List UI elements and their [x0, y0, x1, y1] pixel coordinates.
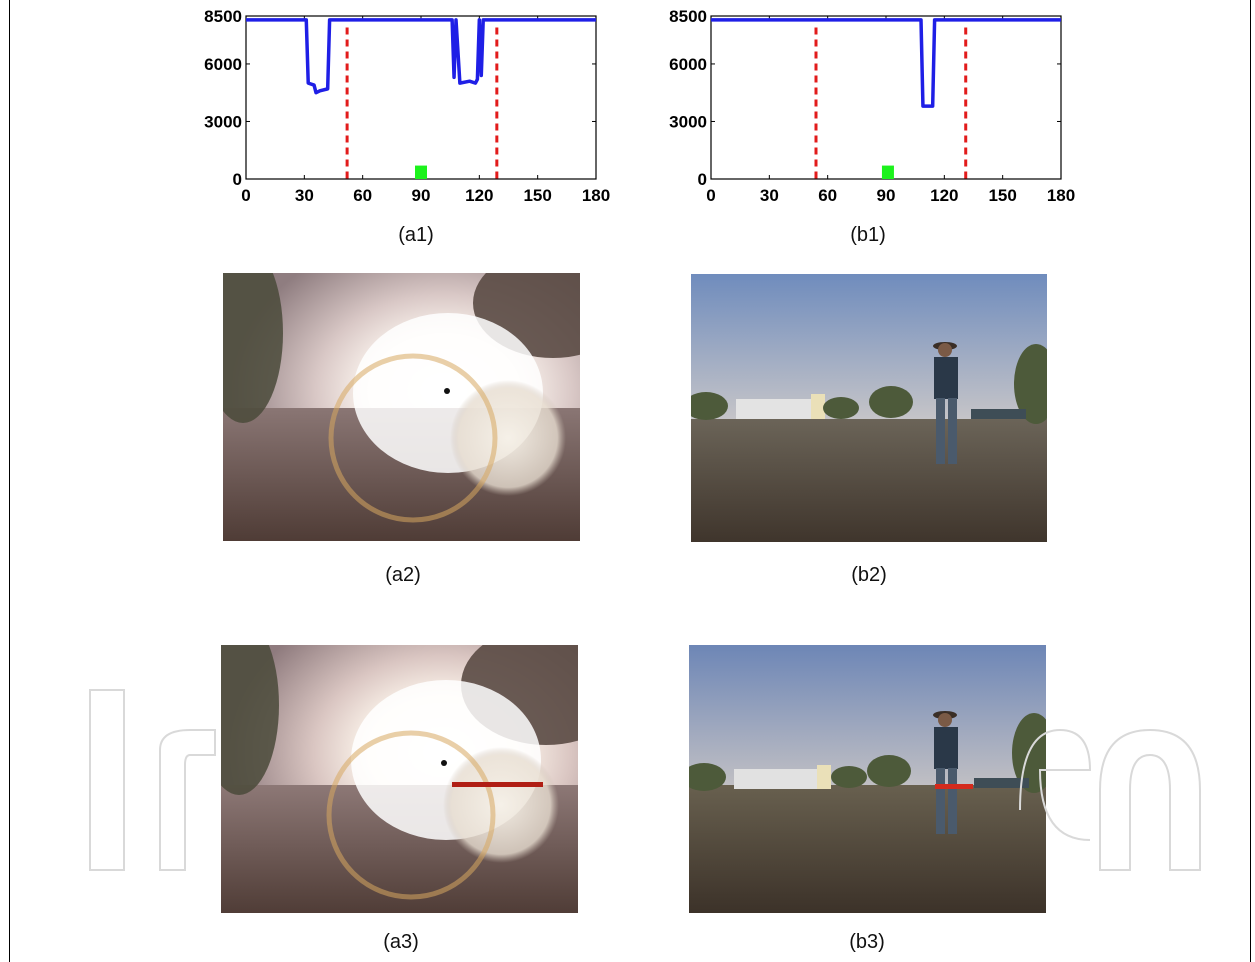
b1-ytick-label-3: 8500: [669, 8, 707, 26]
b1-xtick-label-4: 120: [930, 186, 958, 205]
photo-a3-sun-glare-detection: [221, 645, 578, 913]
b1-xtick-label-5: 150: [988, 186, 1016, 205]
caption-b1: (b1): [850, 224, 886, 246]
a1-ytick-label-3: 8500: [204, 8, 242, 26]
detection-bar: [452, 782, 543, 787]
a1-ytick-label-0: 0: [233, 170, 242, 189]
chart-a1: 0 30 60 90 120 150 180 0 3000 6000 8500: [204, 8, 610, 205]
a1-ytick-label-2: 6000: [204, 55, 242, 74]
caption-a2: (a2): [385, 564, 421, 586]
a1-xtick-label-0: 0: [241, 186, 250, 205]
a1-series-line-0: [246, 18, 596, 95]
caption-a1: (a1): [398, 224, 434, 246]
b1-xtick-label-3: 90: [877, 186, 896, 205]
figure-frame: [9, 0, 1251, 962]
a1-xtick-label-1: 30: [295, 186, 314, 205]
chart-b1: 0 30 60 90 120 150 180 0 3000 6000 8500: [669, 8, 1075, 205]
photo-a2-sun-glare: [223, 273, 580, 541]
a1-xtick-label-3: 90: [412, 186, 431, 205]
b1-axes-box: [710, 15, 1062, 180]
a1-xtick-label-5: 150: [523, 186, 551, 205]
a1-target-marker: [415, 165, 427, 179]
a1-xtick-label-6: 180: [582, 186, 610, 205]
photo-b3-person-detection: [689, 645, 1046, 913]
b1-xtick-label-0: 0: [706, 186, 715, 205]
b1-target-marker: [881, 165, 894, 179]
b1-xtick-label-6: 180: [1047, 186, 1075, 205]
b1-ytick-label-2: 6000: [669, 55, 707, 74]
a1-xtick-label-4: 120: [465, 186, 493, 205]
b1-ytick-label-1: 3000: [669, 112, 707, 131]
a1-ytick-label-1: 3000: [204, 112, 242, 131]
b1-ytick-label-0: 0: [698, 170, 707, 189]
b1-series-line-0: [711, 18, 1061, 108]
caption-b3: (b3): [849, 931, 885, 953]
photo-b2-person-field: [691, 274, 1047, 542]
a1-xtick-label-2: 60: [353, 186, 372, 205]
caption-a3: (a3): [383, 931, 419, 953]
caption-b2: (b2): [851, 564, 887, 586]
b1-xtick-label-1: 30: [760, 186, 779, 205]
b1-xtick-label-2: 60: [818, 186, 837, 205]
detection-bar: [935, 784, 973, 789]
a1-axes-box: [245, 15, 597, 180]
